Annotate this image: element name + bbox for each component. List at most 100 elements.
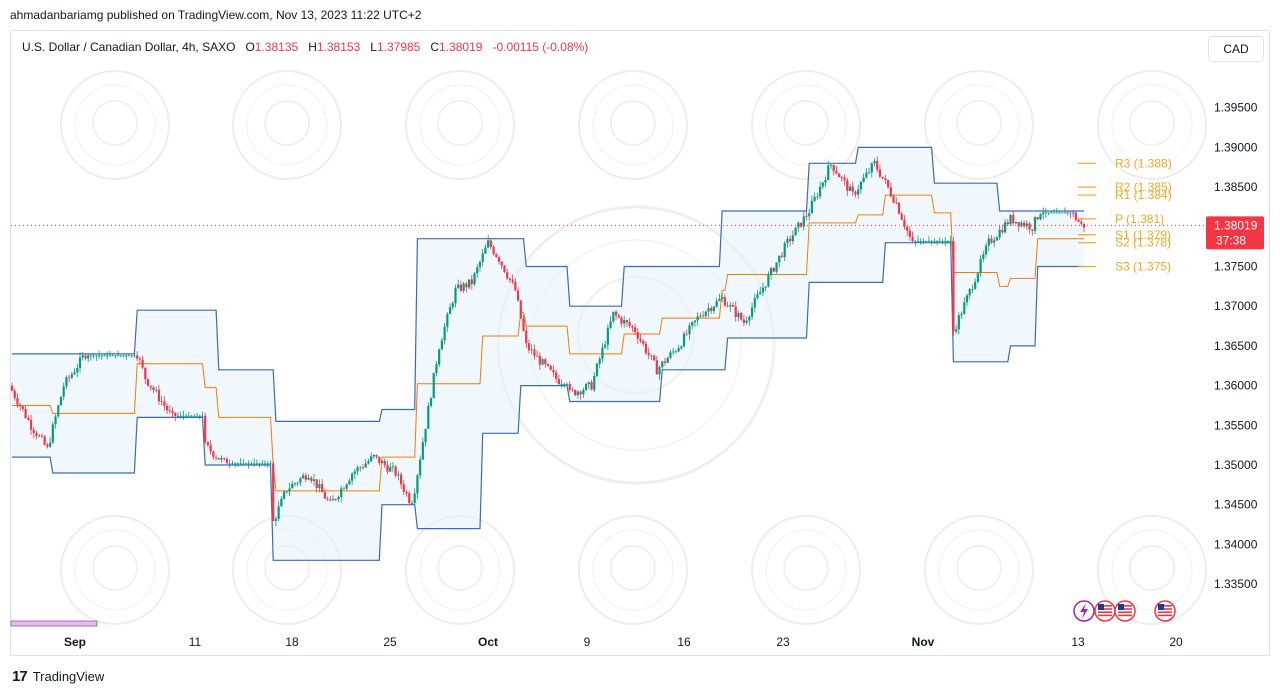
- candle: [144, 367, 147, 384]
- x-tick-label: 23: [776, 635, 790, 649]
- candle: [223, 457, 226, 462]
- candle: [187, 412, 190, 417]
- y-tick-label: 1.35500: [1214, 418, 1258, 432]
- chart-pane[interactable]: [10, 30, 1270, 656]
- open-label: O: [245, 40, 255, 54]
- x-tick-label: Nov: [912, 635, 935, 649]
- candle: [1009, 213, 1012, 226]
- candle: [565, 382, 569, 387]
- candle: [941, 239, 944, 245]
- candle: [582, 387, 585, 398]
- x-tick-label: Oct: [478, 635, 498, 649]
- us-flag-event-icon[interactable]: [1114, 600, 1136, 622]
- candle: [661, 360, 664, 369]
- candle: [484, 244, 487, 254]
- candle: [922, 238, 925, 244]
- candle: [277, 501, 280, 522]
- candle: [617, 313, 620, 319]
- us-flag-event-icon[interactable]: [1094, 600, 1116, 622]
- candle: [258, 462, 261, 468]
- candle: [87, 353, 90, 363]
- candle: [952, 237, 955, 336]
- candle: [1058, 211, 1061, 214]
- candle: [1025, 220, 1028, 230]
- candle: [1003, 219, 1007, 234]
- candle: [908, 226, 911, 241]
- candle: [291, 480, 294, 489]
- candle: [95, 354, 98, 361]
- pivot-label: R2 (1.385): [1115, 180, 1172, 194]
- candle: [457, 279, 460, 290]
- candle: [916, 235, 920, 243]
- candle: [217, 457, 220, 460]
- candle: [838, 172, 841, 178]
- candle: [1017, 221, 1020, 232]
- x-tick-label: Sep: [64, 635, 86, 649]
- y-tick-label: 1.33500: [1214, 577, 1258, 591]
- candle: [117, 350, 120, 357]
- y-tick-label: 1.34000: [1214, 537, 1258, 551]
- candle: [533, 344, 536, 360]
- candle: [467, 279, 471, 290]
- candle: [691, 321, 694, 330]
- candle: [57, 404, 60, 418]
- candle: [334, 498, 337, 502]
- candle: [949, 235, 952, 245]
- candle: [508, 277, 512, 284]
- candle: [840, 175, 843, 182]
- candle: [816, 193, 819, 200]
- us-flag-event-icon[interactable]: [1154, 600, 1176, 622]
- candle: [737, 310, 740, 322]
- candle: [846, 177, 849, 196]
- lightning-icon[interactable]: [1073, 600, 1095, 622]
- candle: [114, 355, 117, 359]
- candle: [214, 454, 218, 461]
- candle: [285, 491, 288, 494]
- candle: [446, 312, 449, 332]
- candle: [555, 369, 558, 383]
- candle: [636, 327, 639, 344]
- candle: [644, 341, 648, 356]
- y-tick-label: 1.38500: [1214, 180, 1258, 194]
- candle: [1036, 216, 1039, 221]
- footer-brand[interactable]: 17 TradingView: [12, 668, 104, 685]
- candle: [506, 268, 509, 281]
- candle: [470, 274, 473, 290]
- candle: [361, 463, 365, 470]
- candle: [261, 460, 264, 466]
- academy-watermark: [578, 70, 688, 180]
- candle: [715, 297, 718, 308]
- academy-watermark: [1097, 515, 1207, 625]
- candle: [862, 173, 865, 183]
- candle: [266, 461, 269, 469]
- candle: [353, 468, 356, 479]
- published-line: ahmadanbariamg published on TradingView.…: [10, 8, 422, 22]
- close-label: C: [430, 40, 440, 54]
- candle: [487, 234, 490, 249]
- candle: [228, 459, 231, 469]
- last-price-tag-bg: [1206, 216, 1264, 250]
- candle: [329, 496, 332, 502]
- candle: [280, 496, 283, 507]
- candle: [900, 211, 903, 221]
- bar-countdown: 37:38: [1216, 233, 1246, 247]
- candle: [46, 442, 49, 449]
- candle: [250, 461, 253, 466]
- candle: [1031, 229, 1034, 236]
- candle: [832, 164, 835, 176]
- candle: [410, 500, 414, 505]
- channel-basis-line: [12, 194, 1084, 492]
- x-tick-label: 13: [1071, 635, 1085, 649]
- currency-button[interactable]: CAD: [1208, 36, 1264, 62]
- candle: [299, 477, 302, 487]
- candle: [530, 344, 533, 355]
- candle: [595, 362, 599, 377]
- candle: [870, 162, 873, 178]
- candle: [593, 372, 596, 393]
- candle: [16, 393, 19, 408]
- candle: [1042, 207, 1045, 220]
- candle: [848, 183, 852, 192]
- candle: [887, 179, 890, 189]
- candle: [424, 428, 427, 447]
